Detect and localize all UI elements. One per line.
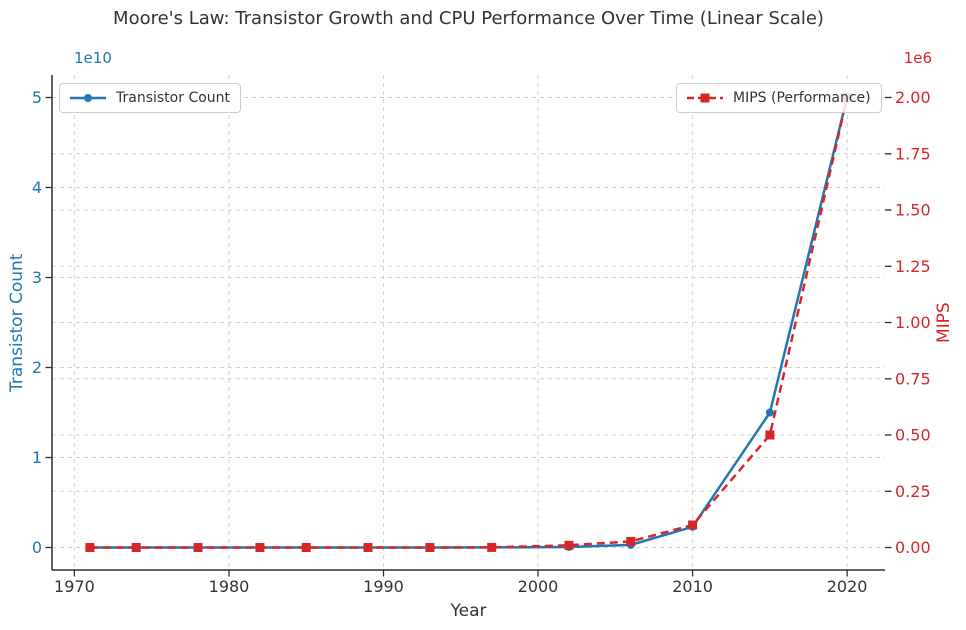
svg-text:0.00: 0.00 (895, 538, 931, 557)
svg-text:3: 3 (32, 268, 42, 287)
svg-text:2020: 2020 (827, 577, 868, 596)
svg-text:1.75: 1.75 (895, 144, 931, 163)
svg-text:0: 0 (32, 538, 42, 557)
gridlines (52, 75, 885, 570)
svg-text:5: 5 (32, 88, 42, 107)
y-left-offset-text: 1e10 (74, 49, 112, 67)
y-right-tick-labels: 0.00 0.25 0.50 0.75 1.00 1.25 1.50 1.75 2.00 (895, 88, 931, 557)
svg-text:1: 1 (32, 448, 42, 467)
svg-text:2010: 2010 (672, 577, 713, 596)
y-right-offset-text: 1e6 (903, 49, 932, 67)
legend-label: MIPS (Performance) (733, 90, 871, 106)
legend-transistor-count: Transistor Count (59, 83, 242, 113)
y-left-tick-labels: 0 1 2 3 4 5 (32, 88, 42, 557)
svg-text:2: 2 (32, 358, 42, 377)
y-axis-label-right: MIPS (934, 302, 954, 344)
legend-dashed-square-icon (686, 91, 724, 105)
svg-text:1980: 1980 (209, 577, 250, 596)
legend-line-circle-icon (69, 91, 107, 105)
x-axis-label: Year (450, 601, 487, 621)
svg-text:1.50: 1.50 (895, 201, 931, 220)
svg-text:1990: 1990 (363, 577, 404, 596)
y-axis-label-left: Transistor Count (7, 253, 27, 393)
svg-text:1.25: 1.25 (895, 257, 931, 276)
x-tick-labels: 1970 1980 1990 2000 2010 2020 (54, 577, 867, 596)
chart-title: Moore's Law: Transistor Growth and CPU P… (113, 8, 824, 29)
svg-text:4: 4 (32, 178, 42, 197)
svg-text:1.00: 1.00 (895, 313, 931, 332)
svg-text:0.50: 0.50 (895, 426, 931, 445)
axes-spines (51, 75, 885, 571)
svg-text:1970: 1970 (54, 577, 95, 596)
tick-marks (45, 96, 892, 577)
legend-mips-performance: MIPS (Performance) (676, 83, 882, 113)
svg-text:2000: 2000 (518, 577, 559, 596)
svg-text:0.25: 0.25 (895, 482, 931, 501)
legend-label: Transistor Count (116, 90, 231, 106)
svg-text:0.75: 0.75 (895, 369, 931, 388)
svg-text:2.00: 2.00 (895, 88, 931, 107)
